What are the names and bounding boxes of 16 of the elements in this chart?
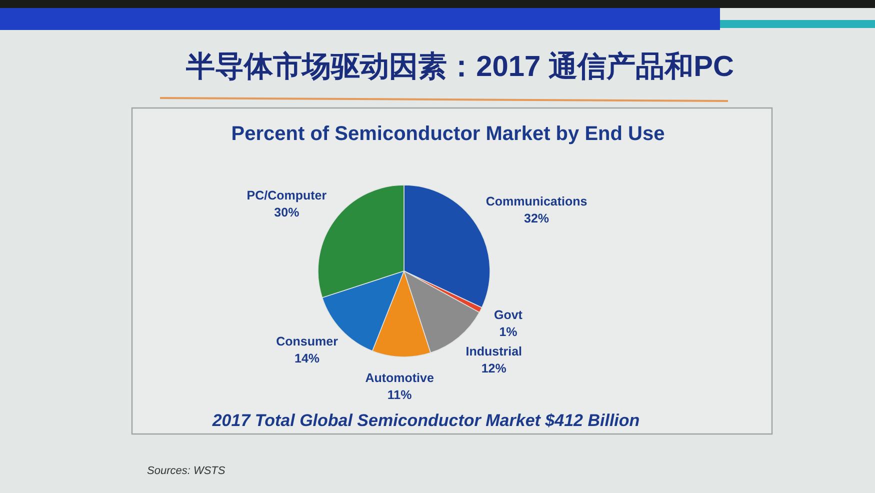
slice-label: Communications — [486, 194, 588, 208]
slice-label: PC/Computer — [246, 188, 327, 202]
chart-title: 半导体市场驱动因素：2017 通信产品和PC — [185, 50, 734, 83]
source-note: Sources: WSTS — [147, 465, 226, 477]
data-label: 30% — [274, 205, 300, 220]
data-label: 12% — [481, 362, 506, 376]
data-label: 32% — [524, 211, 550, 226]
slice-label: Automotive — [365, 370, 434, 385]
slice-label: Industrial — [466, 344, 522, 359]
slice-label: Consumer — [276, 334, 338, 349]
slice-label: Govt — [494, 308, 524, 322]
text: 2017 Total Global Semiconductor Market $412 Billion — [211, 411, 640, 430]
data-label: 14% — [294, 352, 320, 366]
data-label: 11% — [387, 388, 412, 402]
data-label: 1% — [499, 325, 518, 340]
chart-subtitle: Percent of Semiconductor Market by End Use — [231, 123, 665, 145]
